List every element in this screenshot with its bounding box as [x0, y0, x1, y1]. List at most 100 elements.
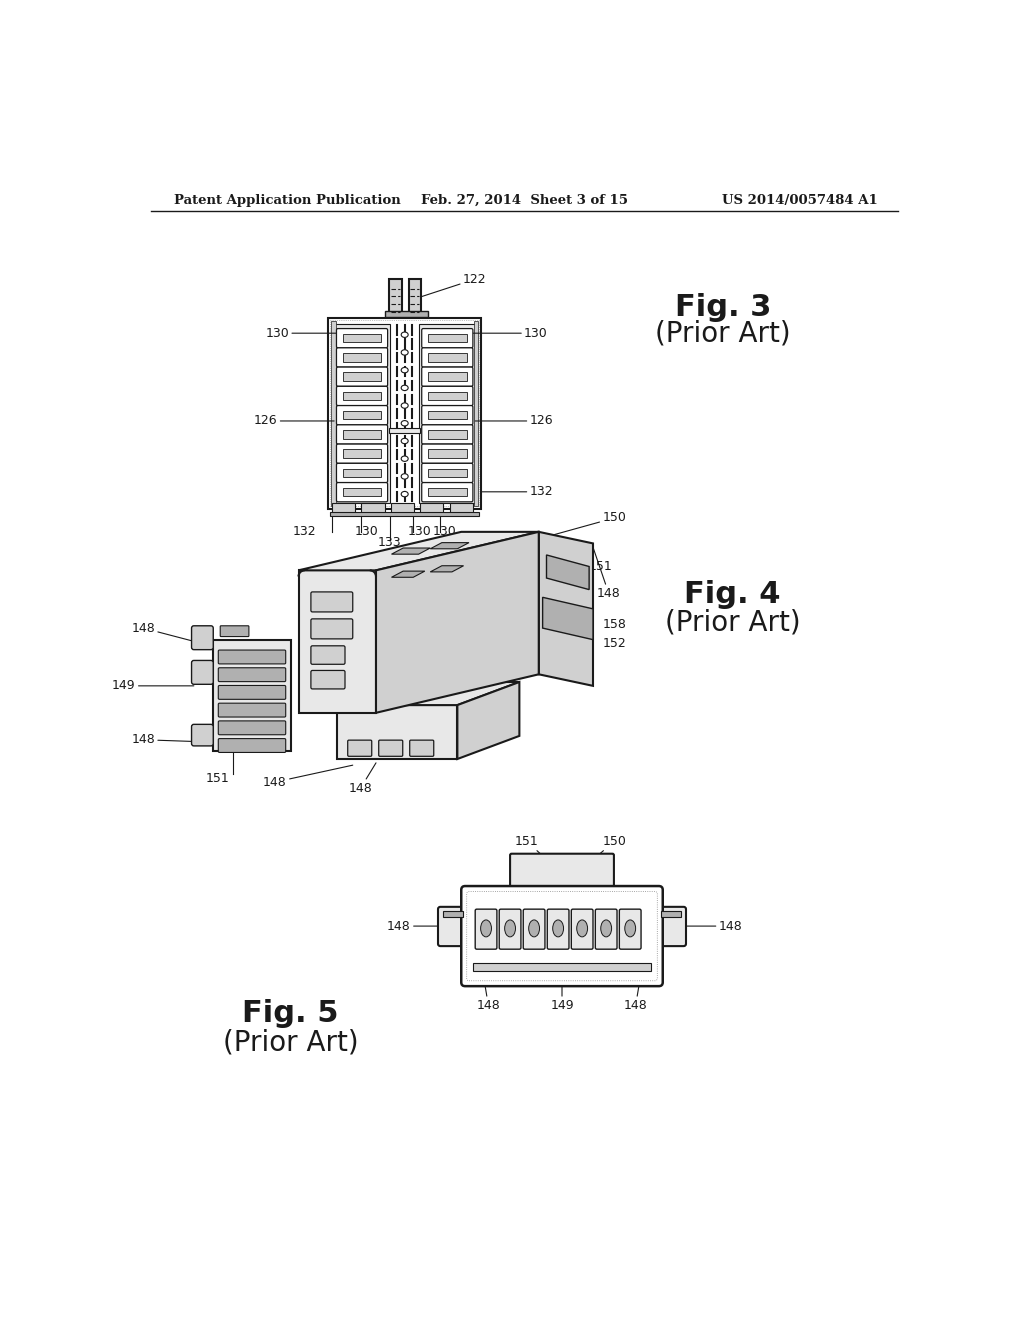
Text: (Prior Art): (Prior Art): [655, 319, 791, 347]
FancyBboxPatch shape: [595, 909, 617, 949]
Ellipse shape: [601, 920, 611, 937]
FancyBboxPatch shape: [311, 671, 345, 689]
FancyBboxPatch shape: [620, 909, 641, 949]
Bar: [361, 503, 385, 512]
Ellipse shape: [401, 421, 409, 426]
FancyBboxPatch shape: [438, 907, 467, 946]
Bar: [343, 392, 381, 400]
Bar: [428, 469, 467, 478]
FancyBboxPatch shape: [337, 367, 388, 387]
Bar: [474, 321, 478, 506]
Bar: [428, 392, 467, 400]
Polygon shape: [337, 682, 519, 705]
FancyBboxPatch shape: [218, 704, 286, 717]
Bar: [331, 321, 479, 507]
FancyBboxPatch shape: [656, 907, 686, 946]
Polygon shape: [391, 548, 430, 554]
Bar: [334, 323, 390, 503]
Text: 152: 152: [602, 638, 626, 649]
FancyBboxPatch shape: [337, 348, 388, 367]
FancyBboxPatch shape: [461, 886, 663, 986]
Bar: [389, 279, 401, 317]
FancyBboxPatch shape: [422, 463, 473, 483]
Ellipse shape: [528, 920, 540, 937]
Bar: [420, 503, 443, 512]
FancyBboxPatch shape: [311, 645, 345, 664]
Ellipse shape: [401, 333, 409, 338]
Ellipse shape: [401, 367, 409, 372]
Text: 130: 130: [432, 525, 456, 539]
Text: 126: 126: [254, 414, 334, 428]
Polygon shape: [458, 682, 519, 759]
Ellipse shape: [401, 438, 409, 444]
FancyBboxPatch shape: [220, 626, 249, 636]
Text: 148: 148: [345, 722, 369, 735]
Text: 148: 148: [348, 763, 376, 795]
FancyBboxPatch shape: [218, 649, 286, 664]
Text: 151: 151: [205, 772, 229, 785]
FancyBboxPatch shape: [510, 854, 614, 899]
Bar: [662, 911, 681, 917]
Text: 150: 150: [589, 834, 626, 863]
Polygon shape: [543, 598, 593, 640]
Bar: [343, 469, 381, 478]
Text: 148: 148: [593, 548, 621, 601]
Ellipse shape: [401, 385, 409, 391]
FancyBboxPatch shape: [337, 444, 388, 463]
Text: 132: 132: [481, 486, 553, 499]
Text: 130: 130: [423, 326, 548, 339]
Bar: [343, 411, 381, 420]
Bar: [442, 911, 463, 917]
Text: Fig. 5: Fig. 5: [243, 999, 339, 1027]
Polygon shape: [299, 532, 539, 570]
Text: 133: 133: [378, 536, 401, 549]
Text: 148: 148: [263, 766, 352, 788]
Bar: [428, 430, 467, 438]
Text: 158: 158: [602, 618, 626, 631]
Ellipse shape: [401, 474, 409, 479]
Bar: [328, 318, 481, 508]
Text: US 2014/0057484 A1: US 2014/0057484 A1: [723, 194, 879, 207]
FancyBboxPatch shape: [422, 483, 473, 502]
Polygon shape: [539, 532, 593, 686]
Bar: [343, 449, 381, 458]
Bar: [428, 411, 467, 420]
Polygon shape: [430, 566, 464, 572]
FancyBboxPatch shape: [311, 591, 352, 612]
Bar: [343, 430, 381, 438]
Bar: [389, 428, 420, 433]
Text: (Prior Art): (Prior Art): [223, 1028, 358, 1056]
FancyBboxPatch shape: [571, 909, 593, 949]
FancyBboxPatch shape: [218, 685, 286, 700]
Text: 158: 158: [380, 694, 403, 708]
FancyBboxPatch shape: [422, 425, 473, 444]
Text: 132: 132: [293, 525, 316, 539]
Text: 151: 151: [562, 560, 613, 574]
Ellipse shape: [401, 491, 409, 496]
Bar: [332, 503, 355, 512]
FancyBboxPatch shape: [218, 668, 286, 681]
Text: 154: 154: [376, 680, 399, 705]
Ellipse shape: [401, 403, 409, 408]
Polygon shape: [337, 705, 458, 759]
FancyBboxPatch shape: [311, 619, 352, 639]
FancyBboxPatch shape: [337, 329, 388, 348]
Ellipse shape: [553, 920, 563, 937]
Bar: [391, 503, 414, 512]
Bar: [385, 312, 428, 317]
FancyBboxPatch shape: [422, 348, 473, 367]
Ellipse shape: [577, 920, 588, 937]
FancyBboxPatch shape: [422, 367, 473, 387]
Polygon shape: [547, 554, 589, 590]
FancyBboxPatch shape: [337, 463, 388, 483]
Text: 130: 130: [408, 525, 431, 539]
Polygon shape: [430, 543, 469, 549]
Bar: [428, 354, 467, 362]
Polygon shape: [376, 532, 539, 713]
FancyBboxPatch shape: [500, 909, 521, 949]
Bar: [428, 488, 467, 496]
Bar: [473, 964, 651, 970]
Bar: [428, 372, 467, 381]
Bar: [343, 334, 381, 342]
Text: 148: 148: [131, 733, 211, 746]
